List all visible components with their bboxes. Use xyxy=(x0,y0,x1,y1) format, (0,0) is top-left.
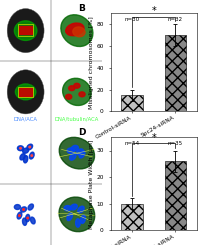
Ellipse shape xyxy=(14,205,20,209)
Circle shape xyxy=(7,9,44,53)
Text: DNA/ACA: DNA/ACA xyxy=(13,116,38,121)
Bar xyxy=(19,88,32,96)
Ellipse shape xyxy=(80,215,85,223)
Text: D: D xyxy=(78,128,85,137)
Ellipse shape xyxy=(69,153,76,160)
Ellipse shape xyxy=(70,204,77,210)
Bar xyxy=(164,161,185,230)
Ellipse shape xyxy=(17,146,23,151)
Ellipse shape xyxy=(67,148,74,153)
Ellipse shape xyxy=(76,149,83,155)
Text: n=30: n=30 xyxy=(124,17,139,22)
Ellipse shape xyxy=(29,146,30,148)
Ellipse shape xyxy=(27,217,28,219)
Bar xyxy=(121,204,142,230)
Ellipse shape xyxy=(27,144,32,150)
Ellipse shape xyxy=(23,209,24,210)
Ellipse shape xyxy=(79,151,84,158)
Bar xyxy=(19,26,32,34)
Ellipse shape xyxy=(19,215,20,216)
Ellipse shape xyxy=(31,155,32,156)
Ellipse shape xyxy=(22,218,27,225)
Ellipse shape xyxy=(30,217,35,224)
Ellipse shape xyxy=(59,137,94,169)
Ellipse shape xyxy=(79,92,85,97)
Text: n=35: n=35 xyxy=(167,141,182,146)
Ellipse shape xyxy=(72,27,85,37)
Text: A: A xyxy=(1,1,8,10)
Ellipse shape xyxy=(59,197,94,232)
Ellipse shape xyxy=(65,94,71,99)
Ellipse shape xyxy=(68,86,74,91)
Ellipse shape xyxy=(73,83,80,88)
Ellipse shape xyxy=(15,84,36,100)
Bar xyxy=(121,95,142,111)
Circle shape xyxy=(7,70,44,114)
Ellipse shape xyxy=(20,147,21,149)
Text: *: * xyxy=(151,133,155,143)
Bar xyxy=(18,87,33,97)
Text: DNA/tubulin/ACA: DNA/tubulin/ACA xyxy=(54,116,99,121)
Y-axis label: Misaligned chromosomes [%]: Misaligned chromosomes [%] xyxy=(89,16,94,109)
Ellipse shape xyxy=(65,23,84,36)
Text: n=54: n=54 xyxy=(124,141,139,146)
Text: *: * xyxy=(151,6,155,16)
Bar xyxy=(164,35,185,111)
Ellipse shape xyxy=(62,78,91,106)
Ellipse shape xyxy=(28,204,33,210)
Text: C: C xyxy=(1,124,8,133)
Ellipse shape xyxy=(71,145,78,151)
Ellipse shape xyxy=(64,206,71,211)
Ellipse shape xyxy=(17,212,22,219)
Ellipse shape xyxy=(75,219,80,227)
Ellipse shape xyxy=(77,206,84,213)
Bar xyxy=(18,24,33,36)
Text: n=32: n=32 xyxy=(167,17,182,22)
Text: B: B xyxy=(78,4,84,13)
Ellipse shape xyxy=(67,213,72,221)
Ellipse shape xyxy=(14,21,37,40)
Ellipse shape xyxy=(23,156,28,163)
Ellipse shape xyxy=(20,207,27,212)
Ellipse shape xyxy=(61,15,92,47)
Ellipse shape xyxy=(20,154,25,160)
Ellipse shape xyxy=(29,152,34,159)
Ellipse shape xyxy=(22,148,29,153)
Y-axis label: Metaphase Plate Width [μm]: Metaphase Plate Width [μm] xyxy=(89,139,94,229)
Ellipse shape xyxy=(26,214,30,222)
